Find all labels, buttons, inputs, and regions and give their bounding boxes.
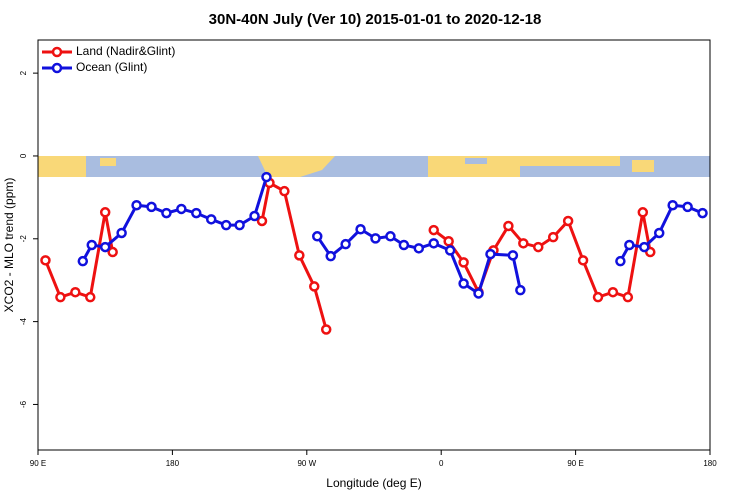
data-point [428,238,439,249]
y-tick-label: -4 [19,318,28,326]
data-point [279,185,290,197]
data-point [639,241,650,253]
data-point [99,207,111,218]
data-point [131,199,142,211]
data-point [355,224,366,235]
data-point [503,220,514,232]
data-point [622,291,634,303]
data-point [428,224,439,236]
x-axis-label: Longitude (deg E) [326,476,421,490]
data-point [413,243,425,254]
x-tick-label: 180 [703,459,717,468]
x-tick-label: 90 E [30,459,46,468]
x-tick-label: 90 W [297,459,316,468]
data-point [99,241,111,253]
data-point [697,207,708,219]
data-point [615,255,626,267]
data-point [40,255,51,266]
data-point [637,207,649,218]
legend-marker [51,46,63,58]
legend-label: Ocean (Glint) [76,60,147,74]
data-point [667,199,678,211]
data-point [86,239,98,251]
y-tick-label: -6 [19,400,28,408]
data-point [507,250,519,261]
data-point [220,219,232,231]
data-point [592,291,604,303]
data-point [443,236,454,247]
x-tick-label: 180 [166,459,180,468]
data-point [309,281,320,292]
data-point [146,201,157,213]
data-point [325,250,336,262]
data-point [607,286,619,298]
y-tick-label: 0 [19,153,28,158]
data-point [256,215,268,227]
data-point [312,231,323,242]
data-point [398,239,410,251]
x-tick-label: 0 [439,459,444,468]
data-point [624,239,635,251]
data-point [55,291,66,303]
data-point [77,255,89,267]
data-point [340,238,351,250]
data-point [176,203,187,215]
data-point [320,324,332,335]
data-point [261,171,272,183]
data-point [562,215,574,227]
data-point [107,246,118,258]
data-point [653,227,665,239]
legend-label: Land (Nadir&Glint) [76,44,175,58]
data-point [249,210,260,222]
data-point [515,284,526,296]
x-tick-label: 90 E [567,459,583,468]
y-tick-label: 2 [19,70,28,75]
data-point [473,288,484,299]
data-point [577,255,589,266]
data-point [70,286,81,298]
data-point [191,207,202,219]
data-point [234,219,245,231]
chart-title: 30N-40N July (Ver 10) 2015-01-01 to 2020… [209,11,542,28]
data-point [533,241,544,253]
series-line [260,180,328,330]
data-point [161,207,172,219]
data-point [485,248,496,260]
y-axis-label: XCO2 - MLO trend (ppm) [2,178,16,313]
map-strip [38,156,710,177]
plot-frame [37,39,711,451]
data-point [518,238,529,249]
data-point [458,257,469,268]
y-tick-label: -2 [19,235,28,243]
data-point [294,250,305,261]
data-point [458,278,469,289]
data-point [682,201,693,213]
data-point [85,291,96,303]
data-point [444,245,456,256]
data-point [370,233,381,244]
data-point [205,214,217,225]
data-point [385,231,396,242]
legend-marker [51,62,63,74]
series-line [44,212,115,300]
data-point [116,227,127,239]
series-line [432,212,652,300]
data-point [547,231,559,243]
